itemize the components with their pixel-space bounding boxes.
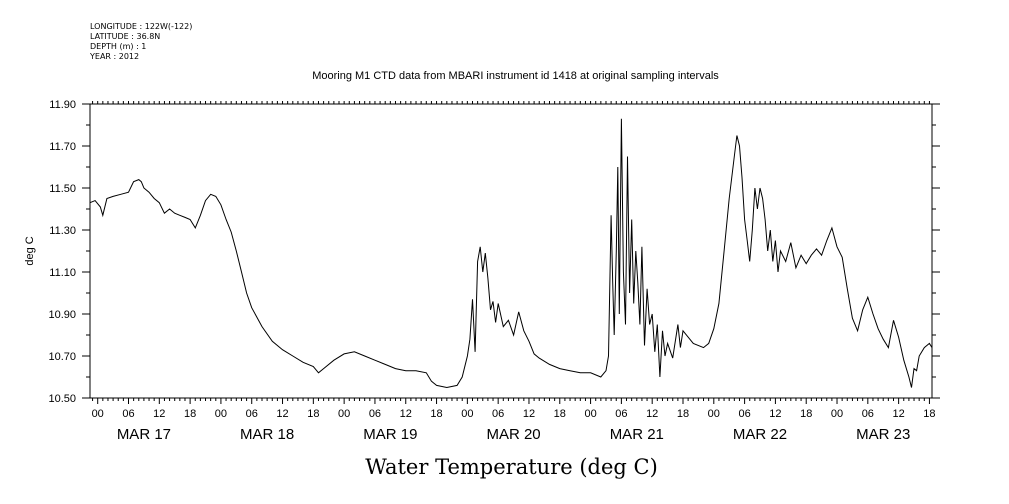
x-hour-tick-label: 00 — [584, 408, 596, 420]
x-day-label: MAR 20 — [486, 426, 540, 443]
x-hour-tick-label: 18 — [307, 408, 319, 420]
x-hour-tick-label: 18 — [923, 408, 935, 420]
x-hour-tick-label: 18 — [430, 408, 442, 420]
temperature-series-line — [89, 118, 933, 389]
y-axis-ticks: 10.50 10.70 10.90 11.10 11.30 11.50 11.70 11.90 — [48, 99, 940, 405]
x-hour-tick-label: 18 — [184, 408, 196, 420]
x-hour-tick-label: 06 — [122, 408, 134, 420]
x-hour-tick-label: 12 — [400, 408, 412, 420]
x-hour-tick-label: 00 — [215, 408, 227, 420]
chart-title: Mooring M1 CTD data from MBARI instrumen… — [312, 70, 719, 82]
x-hour-tick-label: 12 — [769, 408, 781, 420]
x-day-label: MAR 19 — [363, 426, 417, 443]
y-tick-label: 11.30 — [49, 225, 76, 237]
x-hour-tick-label: 06 — [246, 408, 258, 420]
x-hour-tick-label: 06 — [615, 408, 627, 420]
x-hour-tick-label: 18 — [800, 408, 812, 420]
y-tick-label: 10.90 — [48, 309, 76, 321]
y-tick-label: 11.70 — [49, 141, 76, 153]
longitude-label: LONGITUDE : 122W(-122) — [90, 22, 193, 31]
x-day-label: MAR 18 — [240, 426, 294, 443]
x-hour-tick-label: 06 — [492, 408, 504, 420]
x-hour-tick-label: 12 — [893, 408, 905, 420]
x-axis-title: Water Temperature (deg C) — [365, 455, 658, 479]
year-label: YEAR : 2012 — [90, 52, 140, 61]
x-day-label: MAR 21 — [610, 426, 664, 443]
y-tick-label: 10.50 — [48, 393, 76, 405]
x-hour-tick-label: 00 — [461, 408, 473, 420]
depth-label: DEPTH (m) : 1 — [90, 42, 147, 51]
y-tick-label: 10.70 — [48, 351, 76, 363]
x-hour-tick-label: 18 — [677, 408, 689, 420]
x-hour-tick-label: 12 — [646, 408, 658, 420]
x-axis-ticks: 00 06 12 18 00 06 12 18 00 06 12 18 00 06 12 18 00 06 12 18… — [92, 101, 936, 443]
x-hour-tick-label: 06 — [738, 408, 750, 420]
latitude-label: LATITUDE : 36.8N — [90, 32, 161, 41]
metadata-block: LONGITUDE : 122W(-122) LATITUDE : 36.8N … — [90, 22, 192, 62]
y-tick-label: 11.90 — [49, 99, 76, 111]
x-hour-tick-label: 12 — [153, 408, 165, 420]
x-hour-tick-label: 06 — [369, 408, 381, 420]
x-hour-tick-label: 18 — [554, 408, 566, 420]
y-axis-label: deg C — [24, 236, 36, 265]
x-hour-tick-label: 06 — [862, 408, 874, 420]
x-hour-tick-label: 12 — [523, 408, 535, 420]
x-day-label: MAR 22 — [733, 426, 787, 443]
x-hour-tick-label: 00 — [92, 408, 104, 420]
x-day-label: MAR 23 — [856, 426, 910, 443]
y-tick-label: 11.50 — [49, 183, 76, 195]
plot-frame — [89, 103, 933, 399]
x-hour-tick-label: 00 — [338, 408, 350, 420]
x-hour-tick-label: 00 — [708, 408, 720, 420]
y-tick-label: 11.10 — [49, 267, 76, 279]
x-hour-tick-label: 00 — [831, 408, 843, 420]
x-hour-tick-label: 12 — [276, 408, 288, 420]
x-day-label: MAR 17 — [117, 426, 171, 443]
